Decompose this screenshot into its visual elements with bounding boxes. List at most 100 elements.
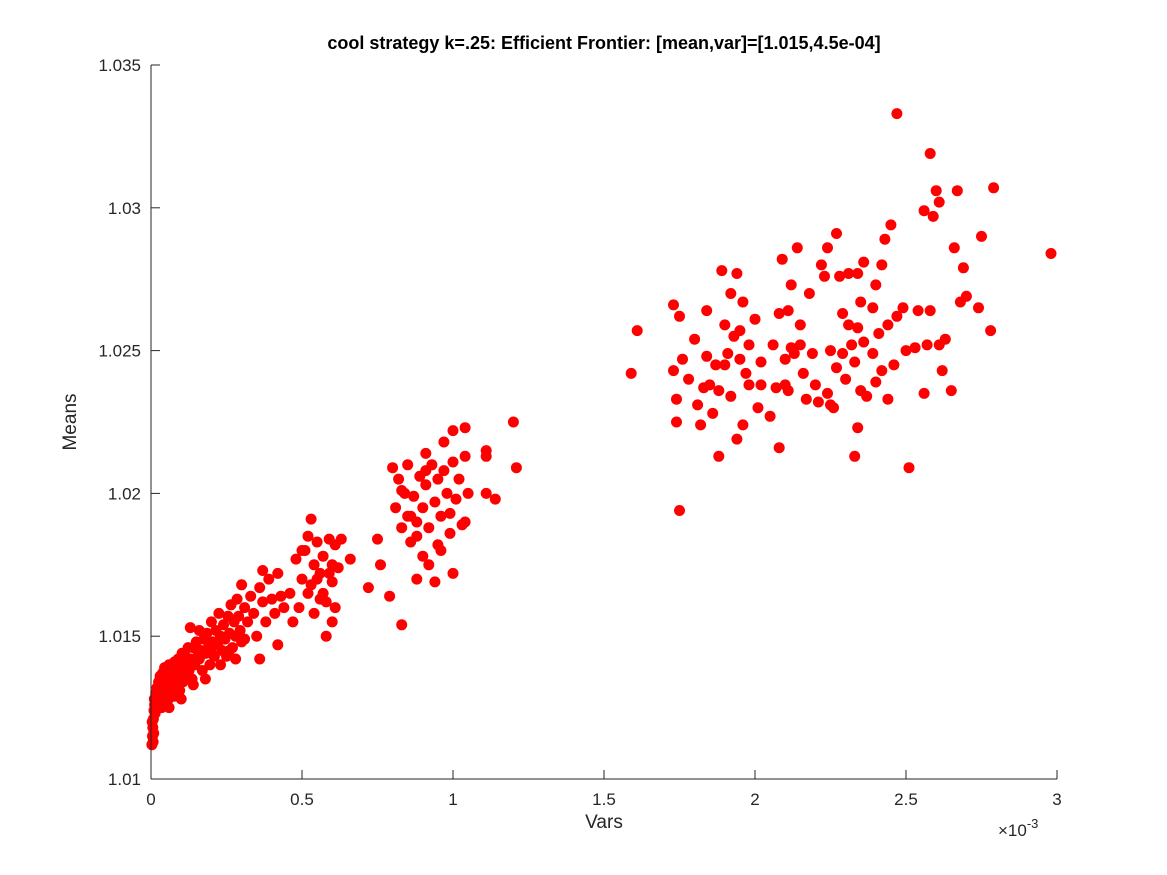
data-point (782, 305, 794, 317)
data-point (293, 602, 305, 614)
data-point (317, 587, 329, 599)
data-point (213, 607, 225, 619)
y-tick-label: 1.01 (108, 770, 141, 789)
x-ticks: 0 0.5 1 1.5 2 2.5 3 (146, 770, 1062, 809)
data-point (876, 259, 888, 271)
data-point (713, 450, 725, 462)
data-point (245, 590, 257, 602)
data-point (305, 513, 317, 525)
data-point (852, 422, 864, 434)
data-point (873, 328, 885, 339)
data-point (230, 653, 242, 665)
x-tick-label: 3 (1052, 790, 1061, 809)
data-point (447, 425, 459, 437)
data-point (459, 422, 471, 434)
data-point (169, 687, 181, 699)
data-point (858, 256, 870, 268)
data-point (930, 185, 942, 197)
data-point (163, 702, 175, 714)
data-point (204, 659, 216, 671)
data-point (725, 390, 737, 402)
x-tick-label: 0.5 (290, 790, 314, 809)
data-point (773, 308, 785, 319)
data-point (716, 265, 728, 277)
data-point (320, 630, 332, 642)
data-point (668, 365, 679, 377)
data-point (846, 339, 858, 351)
data-point (834, 270, 846, 282)
data-point (453, 473, 465, 485)
data-point (435, 545, 447, 556)
data-point (788, 348, 800, 359)
data-point (849, 356, 861, 368)
data-point (184, 622, 196, 634)
data-point (704, 379, 716, 391)
data-point (326, 616, 338, 628)
data-point (988, 182, 1000, 194)
data-point (973, 302, 984, 314)
data-point (384, 590, 396, 602)
data-point (677, 353, 688, 365)
data-point (734, 325, 746, 337)
data-point (800, 393, 812, 405)
data-point (196, 665, 208, 676)
data-point (417, 550, 429, 562)
data-point (201, 627, 213, 639)
data-point (719, 359, 731, 371)
data-point (480, 445, 492, 457)
data-point (734, 353, 746, 365)
data-point (689, 333, 701, 345)
data-point (236, 579, 248, 591)
data-point (701, 350, 713, 362)
data-point (305, 579, 317, 591)
data-point (791, 242, 803, 254)
data-point (205, 616, 217, 628)
data-point (396, 619, 408, 631)
data-point (939, 333, 951, 345)
data-point (447, 567, 459, 579)
data-point (193, 653, 205, 665)
data-point (411, 530, 423, 542)
data-point (903, 462, 915, 474)
data-point (420, 465, 432, 477)
x-axis-multiplier-exponent: -3 (1027, 816, 1039, 831)
data-point (411, 573, 423, 585)
data-point (924, 305, 936, 317)
data-point (275, 590, 287, 602)
data-point (831, 362, 842, 374)
data-point (794, 319, 806, 331)
x-tick-label: 2.5 (894, 790, 918, 809)
data-point (510, 462, 522, 474)
data-point (444, 507, 456, 519)
data-point (831, 228, 842, 239)
data-point (794, 339, 806, 351)
data-point (737, 419, 749, 431)
data-point (749, 313, 761, 325)
data-point (948, 242, 960, 254)
data-point (438, 465, 450, 477)
data-point (924, 148, 936, 159)
data-point (852, 268, 864, 279)
scatter-points (146, 108, 1057, 751)
data-point (852, 322, 864, 334)
data-point (372, 533, 383, 545)
data-point (218, 619, 229, 631)
data-point (290, 553, 302, 565)
data-point (770, 382, 782, 394)
data-point (855, 296, 867, 308)
y-tick-label: 1.035 (98, 56, 141, 75)
data-point (438, 436, 450, 448)
data-point (147, 736, 159, 748)
data-point (432, 473, 444, 485)
data-point (387, 462, 399, 474)
y-ticks: 1.01 1.015 1.02 1.025 1.03 1.035 (98, 56, 160, 789)
data-point (812, 396, 824, 408)
data-point (435, 510, 447, 522)
data-point (764, 410, 776, 422)
data-point (740, 367, 752, 379)
data-point (776, 253, 788, 265)
data-point (254, 582, 266, 594)
data-point (936, 365, 948, 377)
data-point (417, 502, 429, 514)
